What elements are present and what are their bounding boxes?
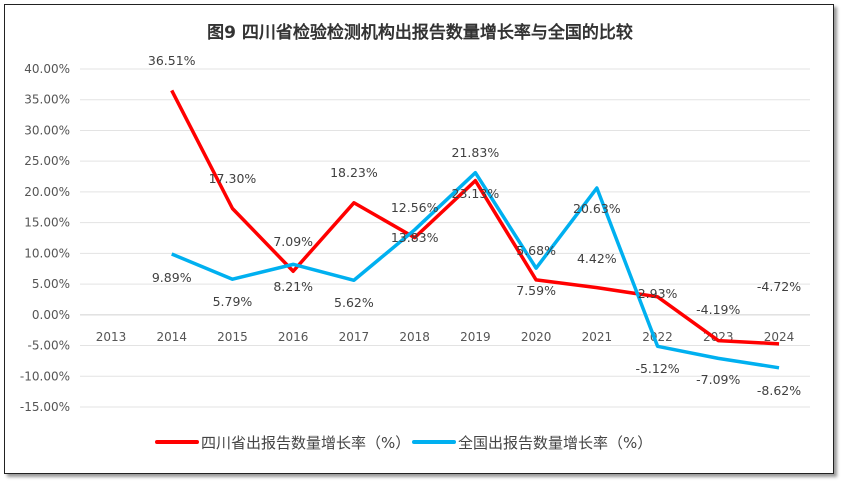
data-label: 12.56% [391, 200, 439, 215]
x-tick-label: 2022 [642, 330, 673, 344]
y-tick-label: 35.00% [24, 93, 70, 107]
data-label: 8.21% [273, 279, 313, 294]
x-tick-label: 2024 [764, 330, 795, 344]
y-tick-label: 25.00% [24, 154, 70, 168]
data-label: -7.09% [696, 372, 740, 387]
data-label: 23.13% [452, 186, 500, 201]
y-tick-label: 0.00% [32, 308, 70, 322]
x-tick-label: 2017 [339, 330, 370, 344]
chart-frame [4, 4, 834, 474]
data-label: 7.09% [273, 234, 313, 249]
data-label: 4.42% [577, 251, 617, 266]
y-tick-label: 40.00% [24, 62, 70, 76]
x-tick-label: 2021 [582, 330, 613, 344]
y-tick-label: -5.00% [28, 339, 70, 353]
data-label: 13.83% [391, 230, 439, 245]
data-label: 7.59% [516, 283, 556, 298]
data-label: 5.79% [213, 294, 253, 309]
data-label: 17.30% [209, 171, 257, 186]
data-label: 5.68% [516, 243, 556, 258]
x-tick-label: 2020 [521, 330, 552, 344]
data-label: 2.93% [638, 286, 678, 301]
x-tick-label: 2014 [156, 330, 187, 344]
x-tick-label: 2018 [399, 330, 430, 344]
y-tick-label: 10.00% [24, 246, 70, 260]
y-tick-label: 5.00% [32, 277, 70, 291]
legend-label: 四川省出报告数量增长率（%） [201, 434, 410, 452]
data-label: 18.23% [330, 165, 378, 180]
data-label: 5.62% [334, 295, 374, 310]
data-label: 20.63% [573, 201, 621, 216]
data-label: -4.72% [757, 279, 801, 294]
data-label: -4.19% [696, 302, 740, 317]
y-tick-label: -10.00% [20, 369, 70, 383]
legend-label: 全国出报告数量增长率（%） [458, 434, 652, 452]
x-tick-label: 2013 [96, 330, 127, 344]
data-label: -5.12% [635, 361, 679, 376]
y-tick-label: -15.00% [20, 400, 70, 414]
data-label: 9.89% [152, 270, 192, 285]
y-tick-label: 15.00% [24, 216, 70, 230]
x-tick-label: 2015 [217, 330, 248, 344]
data-label: -8.62% [757, 383, 801, 398]
y-tick-label: 20.00% [24, 185, 70, 199]
chart-title: 图9 四川省检验检测机构出报告数量增长率与全国的比较 [207, 22, 633, 43]
data-label: 36.51% [148, 53, 196, 68]
x-tick-label: 2016 [278, 330, 309, 344]
y-tick-label: 30.00% [24, 123, 70, 137]
x-tick-label: 2019 [460, 330, 491, 344]
data-label: 21.83% [452, 145, 500, 160]
series-line-0 [170, 89, 780, 346]
